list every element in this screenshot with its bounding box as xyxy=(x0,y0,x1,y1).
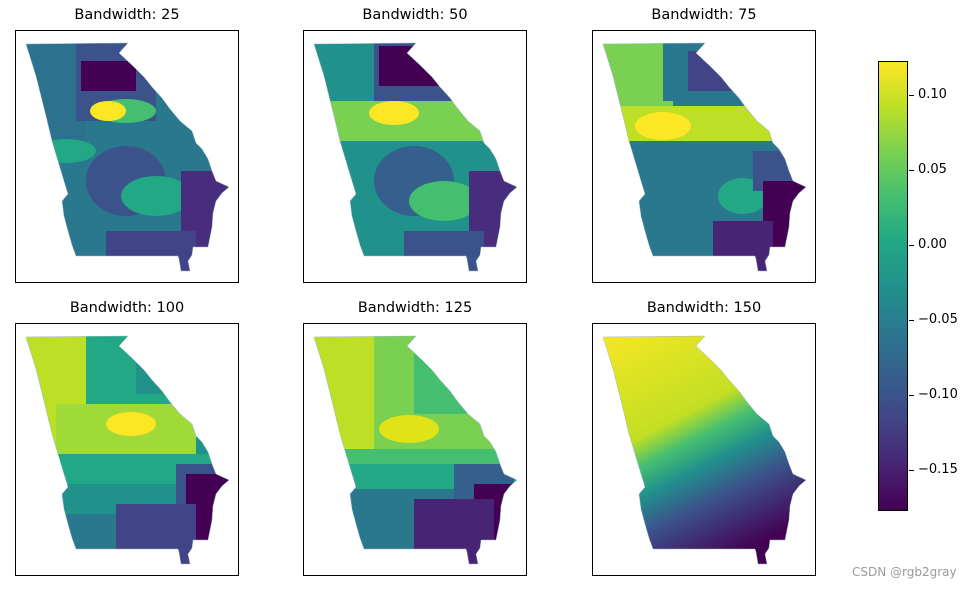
georgia-choropleth-map xyxy=(602,42,807,272)
panel-title: Bandwidth: 25 xyxy=(74,7,180,23)
georgia-choropleth-map xyxy=(602,335,807,565)
colorbar-tick xyxy=(909,95,914,96)
map-axes xyxy=(592,323,816,576)
colorbar-tick-label: −0.15 xyxy=(918,462,958,477)
georgia-choropleth-map xyxy=(25,42,230,272)
georgia-choropleth-map xyxy=(313,42,518,272)
colorbar xyxy=(878,61,908,511)
panel-bandwidth-100: Bandwidth: 100 xyxy=(15,300,239,576)
colorbar-tick xyxy=(909,170,914,171)
panel-title: Bandwidth: 50 xyxy=(362,7,468,23)
map-axes xyxy=(15,30,239,283)
georgia-choropleth-map xyxy=(25,335,230,565)
panel-bandwidth-150: Bandwidth: 150 xyxy=(592,300,816,576)
map-axes xyxy=(303,30,527,283)
map-axes xyxy=(303,323,527,576)
panel-title: Bandwidth: 150 xyxy=(646,300,762,316)
panel-title: Bandwidth: 100 xyxy=(69,300,185,316)
colorbar-tick-label: 0.05 xyxy=(918,162,947,177)
colorbar-tick-label: 0.00 xyxy=(918,237,947,252)
georgia-choropleth-map xyxy=(313,335,518,565)
colorbar-tick-label: −0.05 xyxy=(918,312,958,327)
colorbar-tick xyxy=(909,395,914,396)
panel-bandwidth-125: Bandwidth: 125 xyxy=(303,300,527,576)
panel-title: Bandwidth: 125 xyxy=(357,300,473,316)
colorbar-tick xyxy=(909,245,914,246)
panel-bandwidth-25: Bandwidth: 25 xyxy=(15,7,239,283)
colorbar-tick-label: 0.10 xyxy=(918,87,947,102)
colorbar-tick xyxy=(909,470,914,471)
panel-title: Bandwidth: 75 xyxy=(651,7,757,23)
colorbar-tick-label: −0.10 xyxy=(918,387,958,402)
map-axes xyxy=(15,323,239,576)
panel-bandwidth-50: Bandwidth: 50 xyxy=(303,7,527,283)
panel-bandwidth-75: Bandwidth: 75 xyxy=(592,7,816,283)
colorbar-tick xyxy=(909,320,914,321)
watermark: CSDN @rgb2gray xyxy=(852,565,957,579)
map-axes xyxy=(592,30,816,283)
